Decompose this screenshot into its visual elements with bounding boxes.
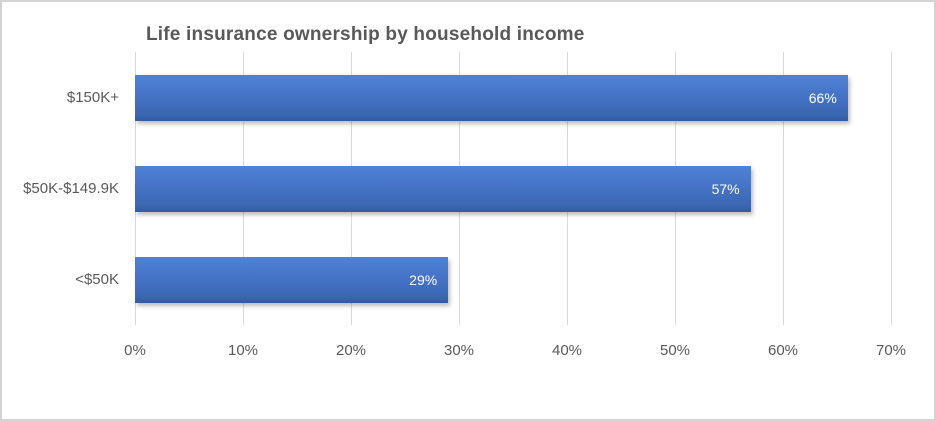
chart-title: Life insurance ownership by household in… <box>146 24 585 45</box>
x-axis-tick-label: 70% <box>875 342 907 359</box>
x-axis-tick-label: 20% <box>335 342 367 359</box>
bar-50k <box>135 256 449 303</box>
bar-50k-149-9k <box>135 165 751 212</box>
y-axis-category-label: <$50K <box>75 270 119 288</box>
y-axis-category-label: $150K+ <box>66 88 119 106</box>
bar-150k <box>135 74 848 121</box>
x-gridline <box>782 52 784 325</box>
x-axis-tick-label: 30% <box>443 342 475 359</box>
x-axis-tick-label: 40% <box>551 342 583 359</box>
x-axis-tick-label: 10% <box>227 342 259 359</box>
x-axis-tick-label: 0% <box>124 342 146 359</box>
bar-value-label: 57% <box>711 180 740 197</box>
x-gridline <box>890 52 892 325</box>
y-axis-category-label: $50K-$149.9K <box>23 179 119 197</box>
bar-value-label: 66% <box>808 89 837 106</box>
bar-value-label: 29% <box>409 271 438 288</box>
x-axis-tick-label: 60% <box>767 342 799 359</box>
x-axis-tick-label: 50% <box>659 342 691 359</box>
